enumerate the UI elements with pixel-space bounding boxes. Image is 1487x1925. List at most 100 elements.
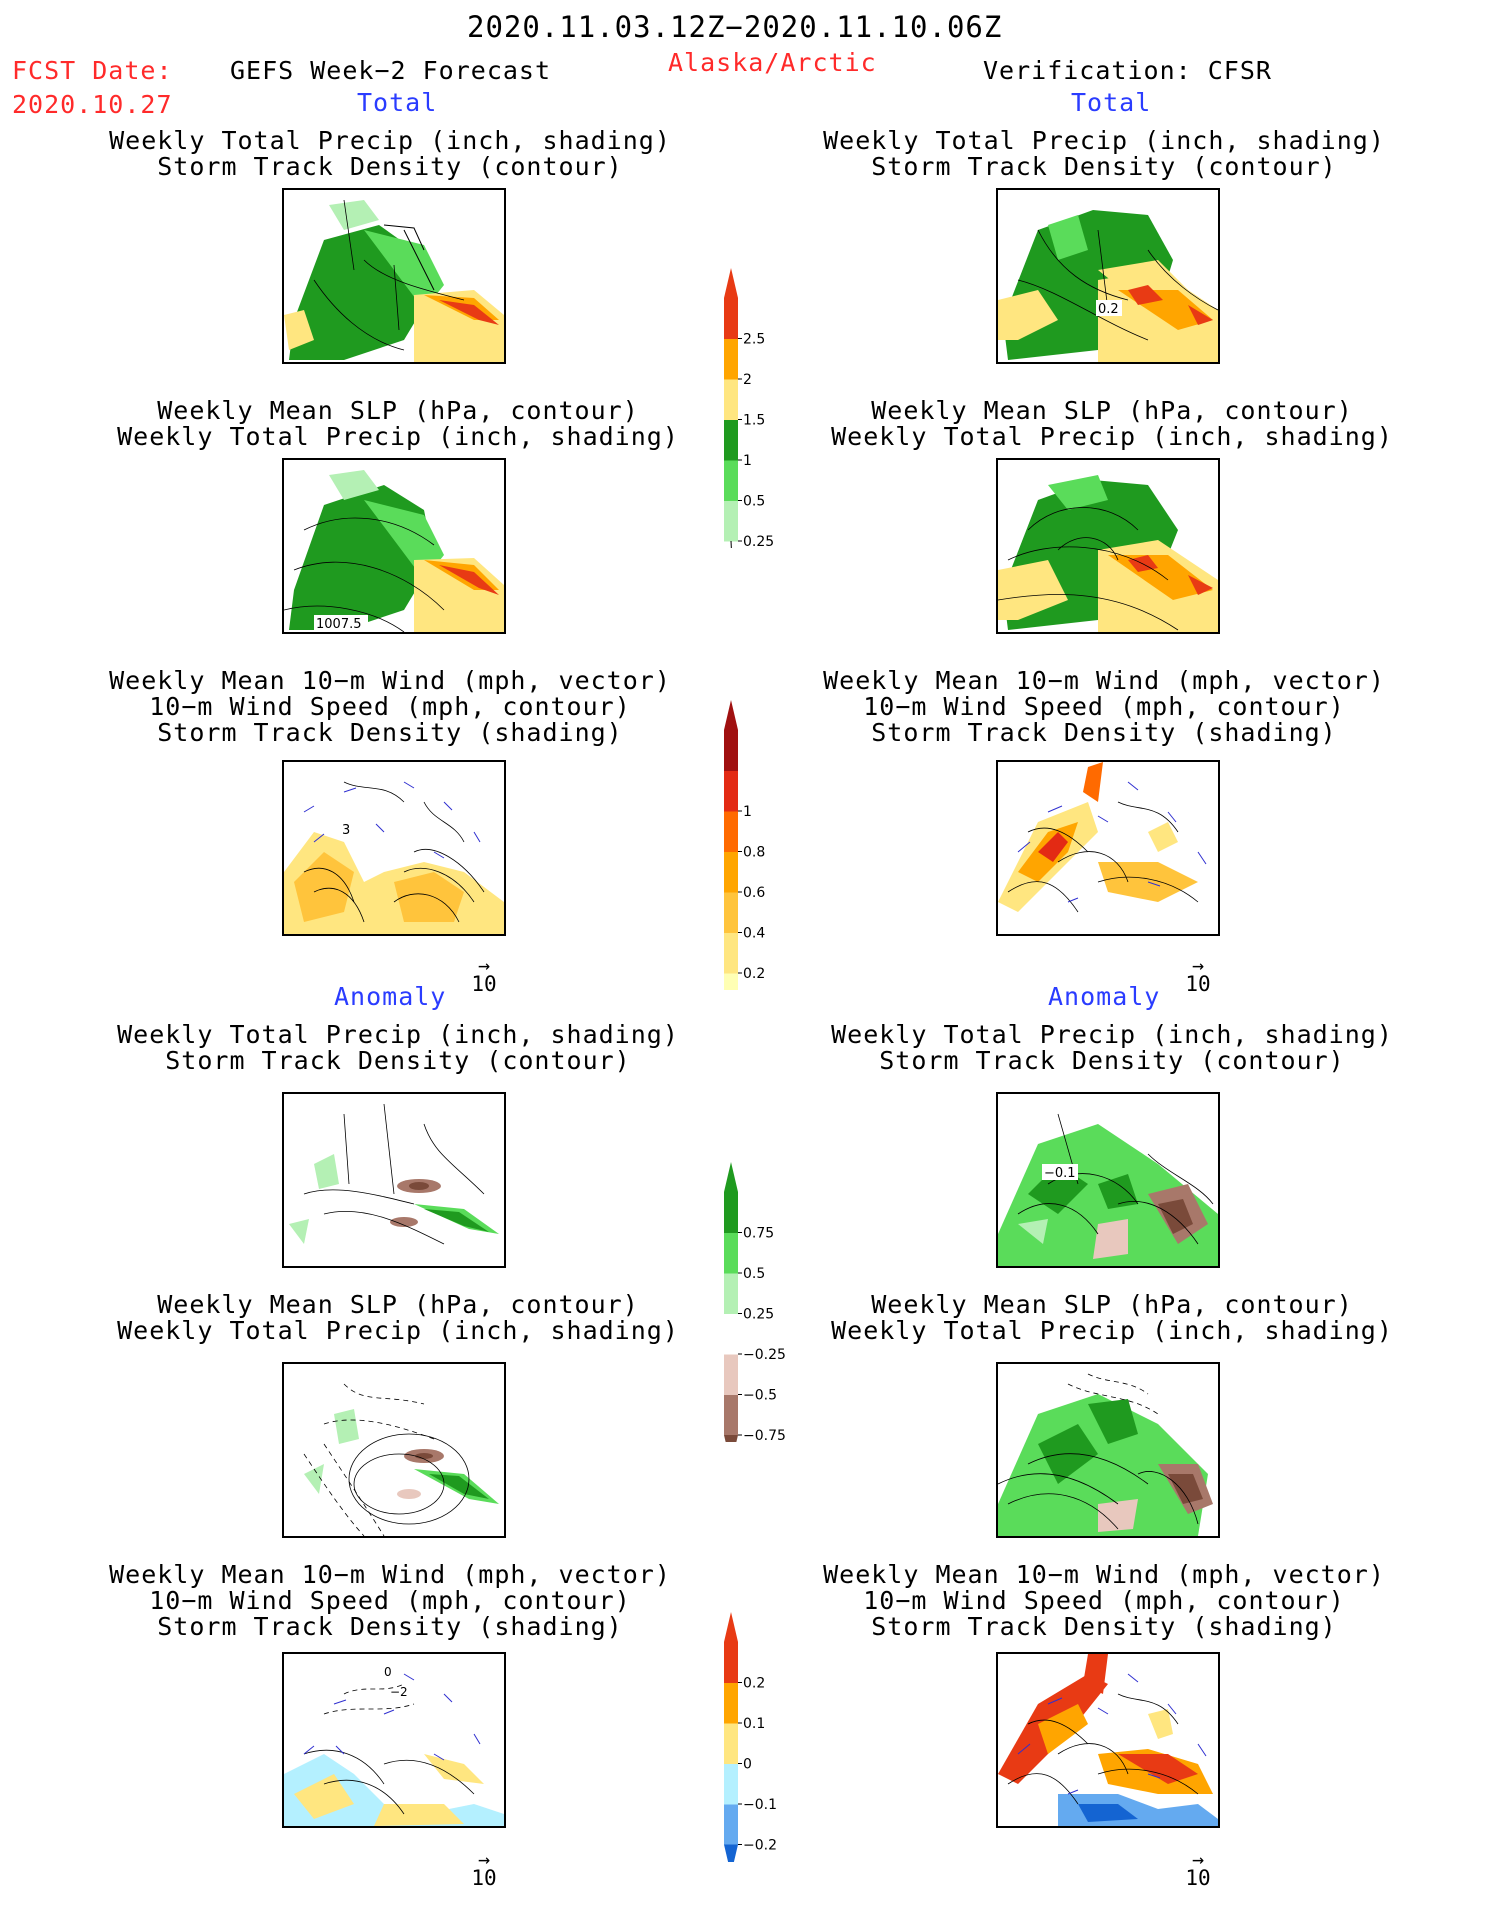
vector-ref-label: 10	[471, 972, 497, 996]
colorbar-segment	[724, 770, 738, 812]
colorbar-segment	[724, 419, 738, 461]
map-obs-anom-precip: −0.1	[996, 1092, 1220, 1268]
colorbar-segment	[724, 1273, 738, 1314]
colorbar-segment	[724, 811, 738, 852]
colorbar-tick-label: 1	[743, 453, 752, 469]
title-line: Storm Track Density (contour)	[879, 1046, 1345, 1075]
colorbar-tick-label: 0.75	[743, 1226, 774, 1242]
panel-title-fcst-total-wind: Weekly Mean 10−m Wind (mph, vector) 10−m…	[70, 668, 710, 746]
colorbar-segment	[724, 500, 738, 542]
panel-title-obs-total-precip: Weekly Total Precip (inch, shading) Stor…	[784, 128, 1424, 180]
title-line: Weekly Mean 10−m Wind (mph, vector)	[823, 666, 1385, 695]
panel-title-obs-anom-precip: Weekly Total Precip (inch, shading) Stor…	[792, 1022, 1432, 1074]
panel-title-fcst-anom-precip: Weekly Total Precip (inch, shading) Stor…	[78, 1022, 718, 1074]
panel-title-fcst-total-slp: Weekly Mean SLP (hPa, contour) Weekly To…	[78, 398, 718, 450]
colorbar-tick-label: −0.25	[743, 1347, 786, 1363]
fcst-date-label: FCST Date:	[12, 56, 173, 85]
map-obs-anom-slp	[996, 1362, 1220, 1538]
colorbar-top-triangle	[724, 700, 738, 730]
vector-ref-label: 10	[471, 1866, 497, 1890]
panel-title-fcst-anom-slp: Weekly Mean SLP (hPa, contour) Weekly To…	[78, 1292, 718, 1344]
colorbar-tick-label: 0.2	[743, 966, 765, 982]
colorbar-top-triangle	[724, 268, 738, 298]
panel-title-obs-total-slp: Weekly Mean SLP (hPa, contour) Weekly To…	[792, 398, 1432, 450]
colorbar-precip: 0.25 0.5 1 1.5 2 2.5	[724, 268, 774, 548]
obs-anom-precip-contour-label: −0.1	[1044, 1166, 1076, 1181]
colorbar-segment	[724, 1192, 738, 1233]
vector-ref-obs-total: → 10	[1178, 953, 1218, 996]
title-line: Weekly Mean 10−m Wind (mph, vector)	[109, 666, 671, 695]
title-line: Weekly Total Precip (inch, shading)	[117, 1316, 679, 1345]
arrow-right-icon: →	[1191, 1847, 1205, 1871]
colorbar-segment	[724, 1763, 738, 1805]
colorbar-top-triangle	[724, 1162, 738, 1192]
title-line: Weekly Total Precip (inch, shading)	[117, 1020, 679, 1049]
arrow-right-icon: →	[1191, 953, 1205, 977]
title-line: Weekly Total Precip (inch, shading)	[831, 1020, 1393, 1049]
panel-title-fcst-anom-wind: Weekly Mean 10−m Wind (mph, vector) 10−m…	[70, 1562, 710, 1640]
map-obs-total-slp	[996, 458, 1220, 634]
panel-title-obs-total-wind: Weekly Mean 10−m Wind (mph, vector) 10−m…	[784, 668, 1424, 746]
vector-ref-fcst-anom: → 10	[464, 1849, 504, 1890]
map-obs-anom-wind	[996, 1652, 1220, 1828]
title-line: Weekly Total Precip (inch, shading)	[117, 422, 679, 451]
colorbar-tick-label: 0.8	[743, 845, 765, 861]
colorbar-tick-label: −0.2	[743, 1838, 777, 1854]
fcst-slp-contour-label: 1007.5	[316, 617, 362, 632]
colorbar-precip-anomaly: −0.75 −0.5 −0.25 0.25 0.5 0.75	[724, 1162, 786, 1442]
title-line: Weekly Total Precip (inch, shading)	[109, 126, 671, 155]
title-line: Storm Track Density (shading)	[871, 1612, 1337, 1641]
colorbar-segment	[724, 1642, 738, 1683]
colorbar-segment	[724, 730, 738, 771]
colorbar-segment	[724, 892, 738, 933]
left-model-title: GEFS Week−2 Forecast	[230, 56, 552, 85]
title-line: Storm Track Density (contour)	[157, 152, 623, 181]
fcst-wind-contour-label: 3	[342, 823, 350, 838]
colorbar-tick-label: 1.5	[743, 413, 765, 429]
colorbar-tick-label: 0.5	[743, 494, 765, 510]
map-obs-total-wind	[996, 760, 1220, 936]
map-obs-total-precip: 0.2	[996, 188, 1220, 364]
title-line: 10−m Wind Speed (mph, contour)	[863, 692, 1345, 721]
title-line: Weekly Mean SLP (hPa, contour)	[871, 396, 1353, 425]
section-total-right: Total	[1071, 88, 1152, 117]
title-line: Weekly Mean SLP (hPa, contour)	[157, 1290, 639, 1319]
obs-precip-contour-label: 0.2	[1098, 302, 1119, 317]
section-anomaly-right: Anomaly	[1048, 982, 1161, 1011]
colorbar-segment	[724, 298, 738, 339]
title-line: Weekly Mean SLP (hPa, contour)	[157, 396, 639, 425]
colorbar-segment	[724, 973, 738, 990]
colorbar-segment	[724, 851, 738, 893]
colorbar-segment	[724, 1723, 738, 1764]
panel-title-obs-anom-wind: Weekly Mean 10−m Wind (mph, vector) 10−m…	[784, 1562, 1424, 1640]
colorbar-segment	[724, 1804, 738, 1845]
colorbar-tick-label: 2.5	[743, 332, 765, 348]
section-anomaly-left: Anomaly	[334, 982, 447, 1011]
colorbar-tick-label: 0.25	[743, 1307, 774, 1323]
section-total-left: Total	[357, 88, 438, 117]
colorbar-storm-track: 0.10.20.40.60.81	[724, 700, 765, 990]
colorbar-segment	[724, 1354, 738, 1395]
title-line: Weekly Mean SLP (hPa, contour)	[871, 1290, 1353, 1319]
colorbar-tick-label: 0.5	[743, 1266, 765, 1282]
fcst-anom-wind-contour-label-b: −2	[390, 1685, 408, 1699]
title-line: 10−m Wind Speed (mph, contour)	[149, 1586, 631, 1615]
right-verification-title: Verification: CFSR	[983, 56, 1272, 85]
colorbar-segment	[724, 932, 738, 974]
vector-ref-fcst-total: → 10	[464, 955, 504, 996]
map-fcst-total-wind: 3	[282, 760, 506, 936]
title-line: Storm Track Density (shading)	[871, 718, 1337, 747]
title-line: 10−m Wind Speed (mph, contour)	[863, 1586, 1345, 1615]
fcst-anom-wind-contour-label-a: 0	[384, 1665, 392, 1679]
fcst-date-value: 2020.10.27	[12, 90, 173, 119]
colorbar-bottom-triangle	[724, 1435, 738, 1442]
colorbar-tick-label: 0.25	[743, 534, 774, 548]
map-fcst-anom-precip	[282, 1092, 506, 1268]
map-fcst-total-slp: 1007.5	[282, 458, 506, 634]
colorbar-segment	[724, 379, 738, 420]
colorbar-tick-label: 0.2	[743, 1676, 765, 1692]
colorbar-tick-label: 0	[743, 1757, 752, 1773]
panel-title-obs-anom-slp: Weekly Mean SLP (hPa, contour) Weekly To…	[792, 1292, 1432, 1344]
title-line: Weekly Mean 10−m Wind (mph, vector)	[109, 1560, 671, 1589]
title-line: Weekly Total Precip (inch, shading)	[831, 1316, 1393, 1345]
